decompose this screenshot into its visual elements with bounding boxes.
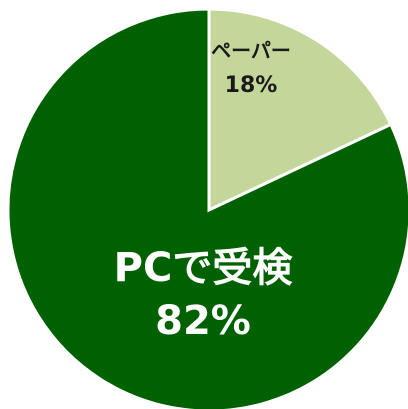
slice-label: ペーパー — [211, 39, 291, 63]
pie-slice — [207, 7, 393, 213]
value-label: 82% — [155, 298, 251, 344]
pie-slice — [6, 7, 408, 409]
slice-label: PCで受検 — [114, 245, 294, 291]
value-label: 18% — [225, 73, 278, 98]
